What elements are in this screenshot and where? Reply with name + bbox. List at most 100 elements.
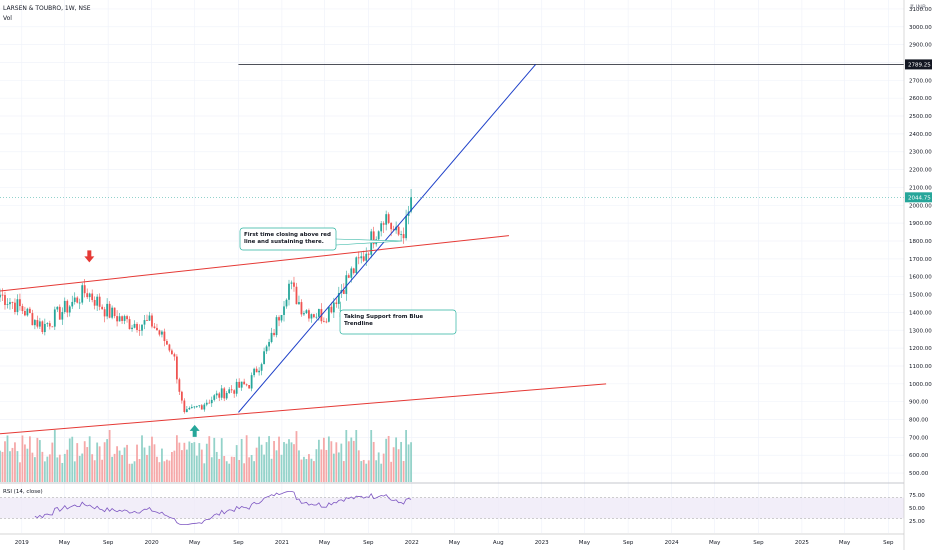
volume-bar <box>220 438 223 482</box>
candle-body <box>382 223 385 225</box>
price-tick-label: 3100.00 <box>909 7 932 13</box>
candle-body <box>377 231 380 240</box>
time-axis[interactable]: 2019 May Sep 2020 May Sep 2021 May Sep 2022 May Aug… <box>15 540 894 546</box>
candle <box>11 301 14 309</box>
volume-bar <box>190 442 193 482</box>
candle <box>101 304 104 310</box>
volume-bar <box>345 430 348 482</box>
volume-bar <box>61 462 64 482</box>
candle <box>327 306 330 323</box>
candle <box>111 305 114 320</box>
volume-bar <box>203 463 206 482</box>
candle <box>163 328 166 347</box>
price-tick-label: 1500.00 <box>909 293 932 299</box>
callout-pointer <box>335 238 403 246</box>
candle <box>156 323 158 331</box>
candle <box>71 295 74 309</box>
candle-body <box>26 308 29 316</box>
candle <box>303 310 305 316</box>
volume-bar <box>171 452 173 482</box>
volume-bar <box>402 460 405 482</box>
candle-body <box>215 393 218 396</box>
price-tick-label: 1800.00 <box>909 239 932 245</box>
candle <box>263 347 265 365</box>
candle-body <box>38 321 41 327</box>
rsi-pane[interactable]: RSI (14, close) <box>0 489 904 526</box>
candle-body <box>238 381 241 388</box>
candle <box>195 405 198 409</box>
price-tick-label: 800.00 <box>909 418 929 424</box>
volume-bar <box>66 449 69 482</box>
time-tick-label: Sep <box>753 540 764 546</box>
candle <box>61 307 64 325</box>
candle <box>305 309 308 315</box>
candle <box>126 314 128 323</box>
volume-bar <box>6 435 9 482</box>
candle-body <box>153 326 156 328</box>
trend-lines[interactable] <box>0 64 904 435</box>
volume-bar <box>347 441 350 482</box>
candle <box>161 330 163 338</box>
time-tick-label: Sep <box>883 540 894 546</box>
candle-body <box>81 285 84 303</box>
volume-bar <box>195 455 198 482</box>
rsi-tick-label: 25.00 <box>909 519 925 525</box>
volume-bar <box>350 437 353 482</box>
candle <box>278 315 280 327</box>
candle <box>315 313 318 320</box>
candle-body <box>36 320 39 327</box>
candle <box>243 378 246 385</box>
candle-body <box>367 253 370 255</box>
volume-bar <box>298 450 300 482</box>
candle <box>136 322 138 333</box>
volume-bar <box>357 450 360 482</box>
candle <box>410 189 412 214</box>
price-tick-label: 2200.00 <box>909 168 932 174</box>
candle-body <box>410 197 412 212</box>
candle-body <box>278 317 280 321</box>
candlesticks[interactable] <box>0 189 412 414</box>
candle-body <box>166 341 168 345</box>
volume-bar <box>382 453 385 482</box>
candle <box>260 362 263 376</box>
candle <box>370 228 373 259</box>
candle-body <box>123 316 126 321</box>
candle-body <box>355 257 358 274</box>
candle-body <box>180 391 183 401</box>
candle-body <box>190 406 193 408</box>
candle-body <box>156 327 158 331</box>
volume-bar <box>46 456 49 482</box>
candle-body <box>121 316 123 321</box>
candle-body <box>178 379 181 392</box>
symbol-title: LARSEN & TOUBRO, 1W, NSE <box>3 5 91 12</box>
price-axis[interactable]: 500.00 600.00 700.00 800.00 900.00 1000.00 110… <box>903 0 932 550</box>
volume-bar <box>141 435 143 482</box>
candle-body <box>268 342 270 347</box>
callout: First time closing above red line and sus… <box>239 227 403 251</box>
volume-bar <box>63 453 66 482</box>
candle <box>308 308 310 322</box>
candle <box>103 306 106 323</box>
candle <box>153 323 156 329</box>
volume-bar <box>317 439 320 482</box>
annotations[interactable]: First time closing above red line and sus… <box>239 227 457 335</box>
candle <box>347 273 350 279</box>
candle-body <box>11 302 14 303</box>
candle <box>113 307 116 319</box>
volume-bar <box>73 461 76 482</box>
volume-bar <box>327 436 330 482</box>
candle-body <box>337 292 340 304</box>
candle-body <box>360 256 363 259</box>
time-tick-label: 2019 <box>15 540 29 546</box>
candle-body <box>218 393 221 398</box>
arrow-up-icon <box>189 424 200 437</box>
volume-bar <box>215 451 218 482</box>
candle-body <box>56 306 59 310</box>
candle <box>43 318 46 336</box>
volume-bar <box>111 456 114 482</box>
price-tick-label: 2400.00 <box>909 132 932 138</box>
volume-bar <box>4 441 6 482</box>
candle-body <box>332 302 335 313</box>
